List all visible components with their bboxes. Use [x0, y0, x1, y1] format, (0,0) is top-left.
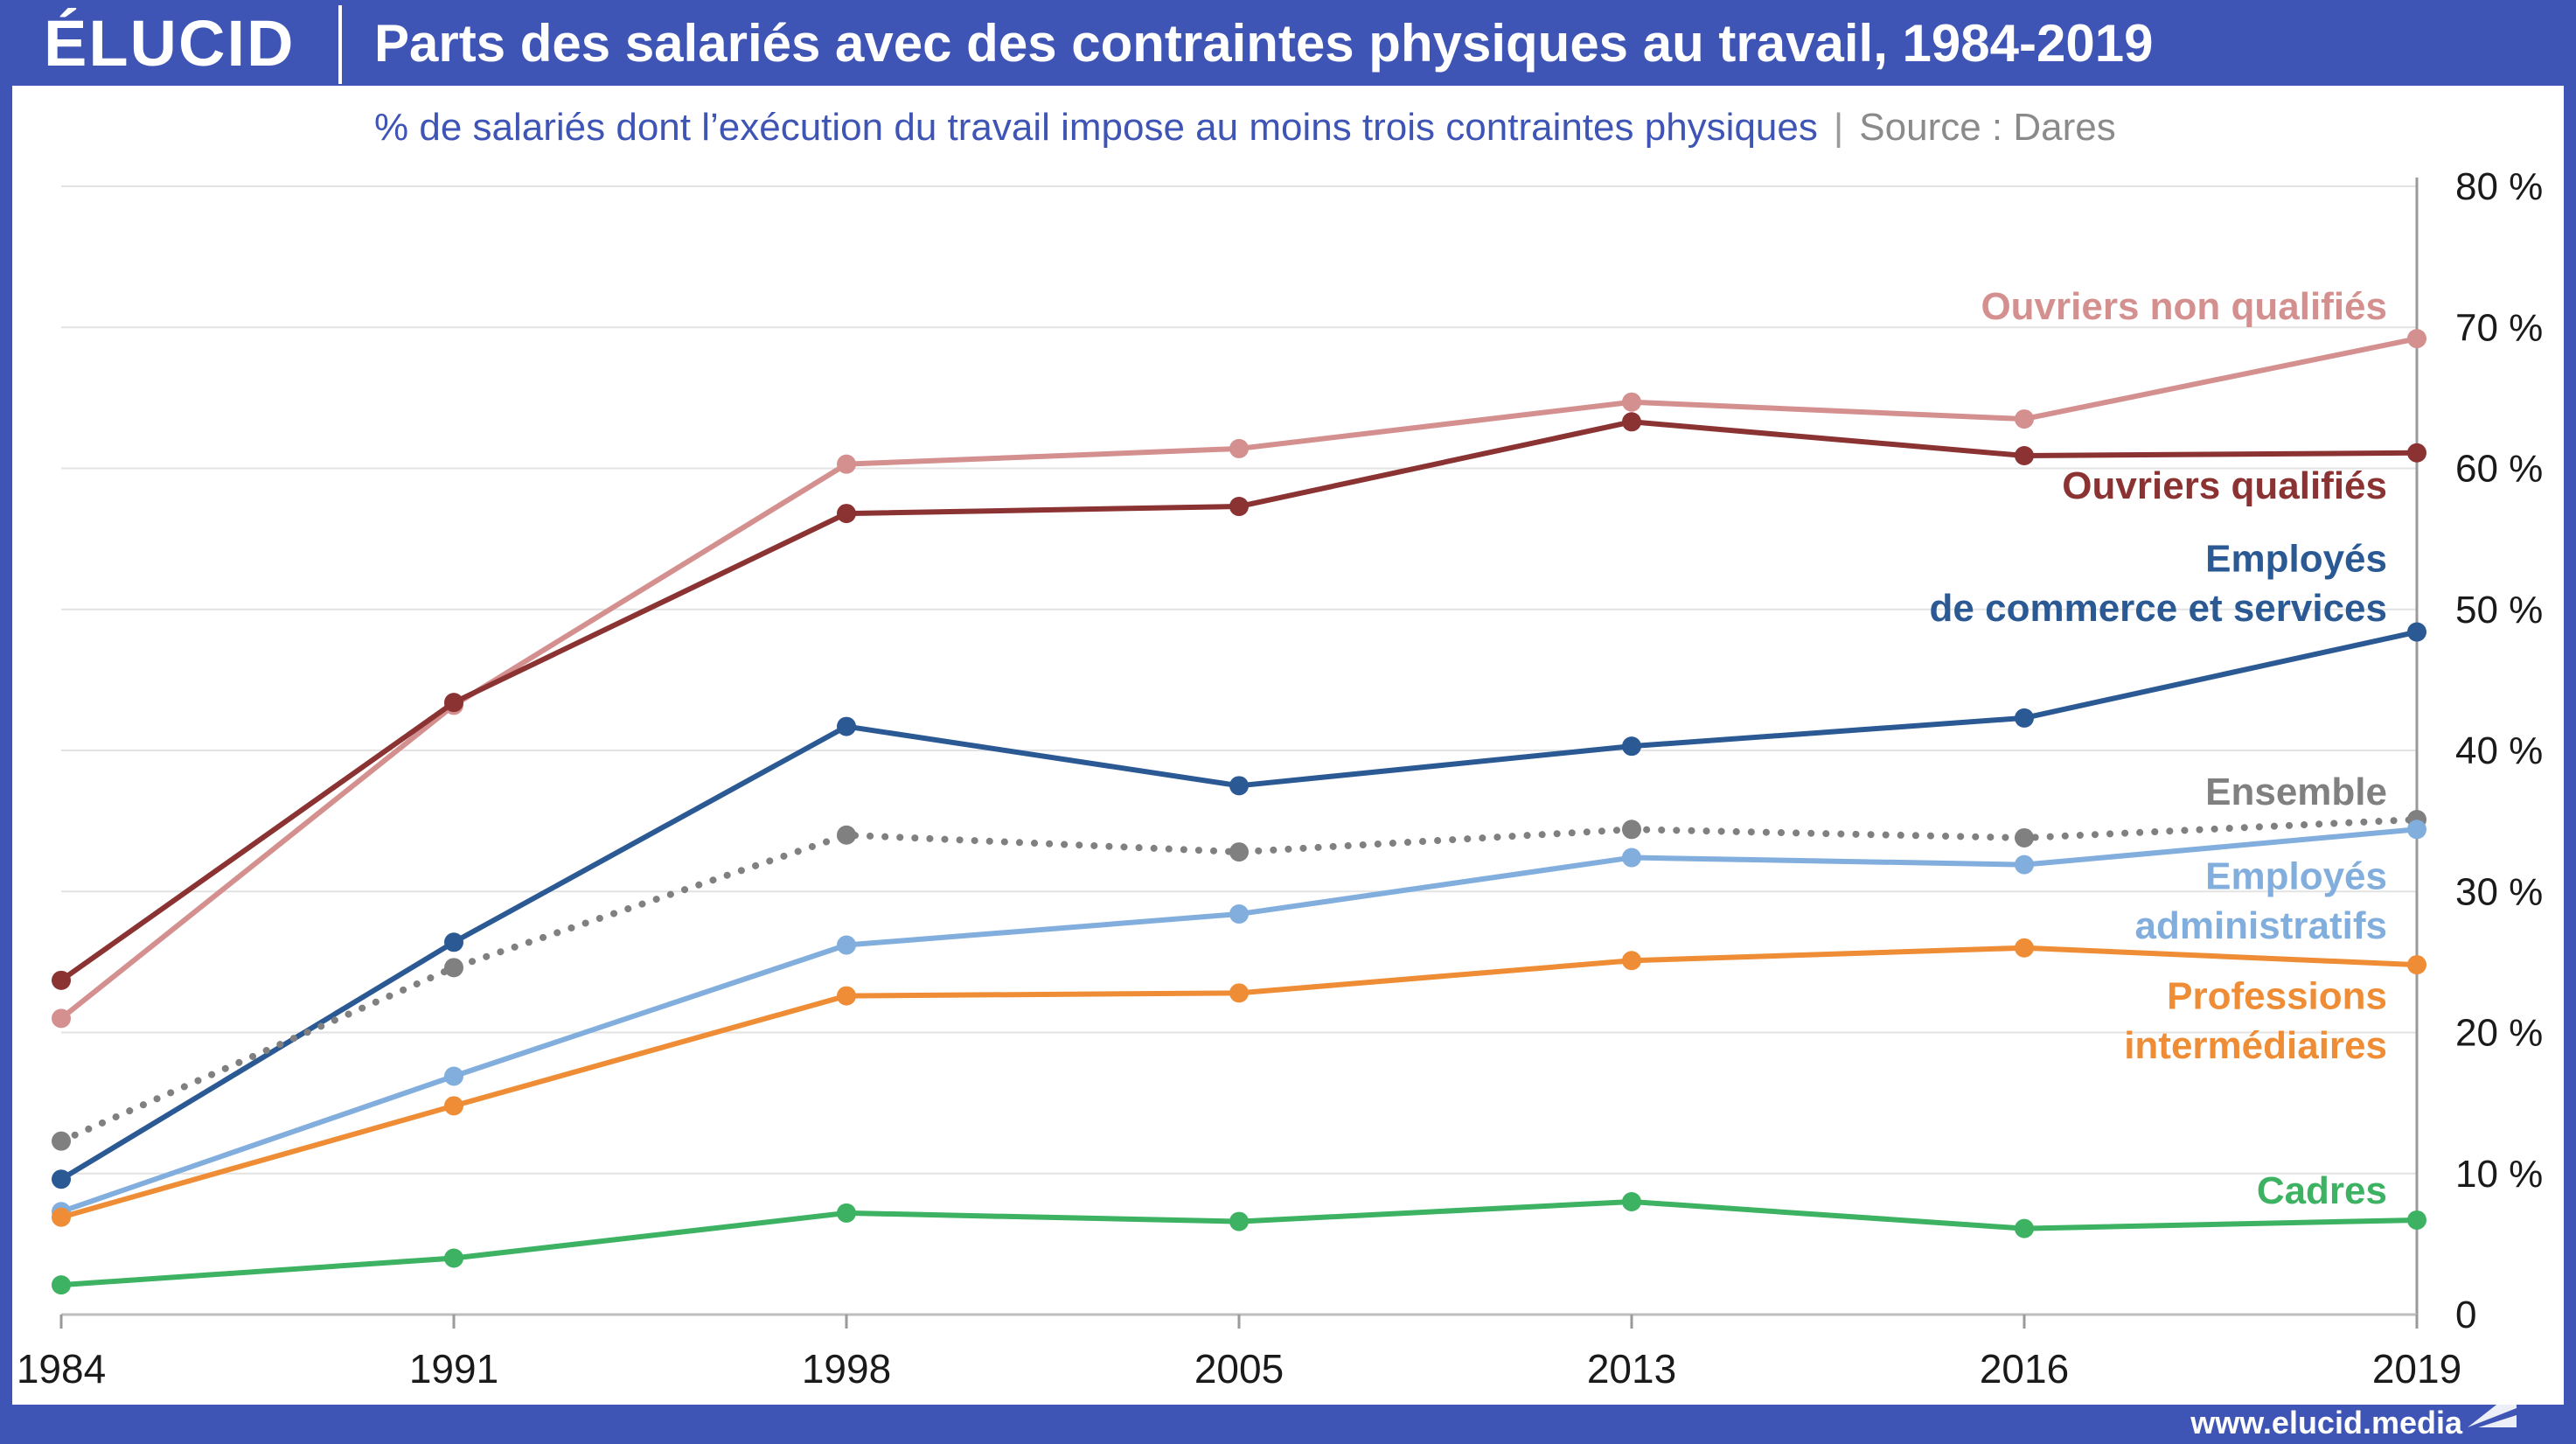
data-point [2407, 329, 2426, 349]
grid-lines [61, 185, 2417, 1175]
series-label: Cadres [2257, 1169, 2387, 1212]
data-point [2015, 827, 2034, 848]
x-tick-label: 2016 [1980, 1346, 2069, 1392]
data-point [2015, 855, 2034, 875]
elucid-logo[interactable]: ÉLUCID [44, 7, 296, 80]
data-point [837, 504, 856, 524]
data-point [1229, 983, 1249, 1003]
axes: 0 10 % 20 % 30 % 40 % 50 % 60 % 70 % 80 % 1984 199… [17, 165, 2543, 1392]
data-point [837, 825, 856, 845]
data-point [1622, 848, 1641, 868]
series-label: administratifs [2134, 904, 2387, 947]
y-tick-label: 30 % [2455, 870, 2543, 913]
data-point [1622, 1192, 1641, 1211]
data-point [1229, 776, 1249, 796]
subtitle-separator: | [1833, 106, 1844, 149]
x-tick-label: 2013 [1587, 1346, 1676, 1392]
data-point [52, 1169, 71, 1189]
series-label: Employés [2205, 855, 2387, 898]
data-point [2015, 409, 2034, 429]
series-2 [52, 622, 2426, 1189]
source-text: Source : Dares [1859, 106, 2116, 149]
header-divider [338, 5, 342, 84]
chart-subtitle: % de salariés dont l’exécution du travai… [374, 101, 2116, 154]
data-point [1229, 842, 1249, 862]
data-point [52, 1131, 71, 1151]
series-5 [52, 938, 2426, 1227]
series-label: Ensemble [2205, 771, 2387, 813]
data-point [837, 1203, 856, 1223]
y-tick-label: 60 % [2455, 448, 2543, 491]
y-tick-label: 20 % [2455, 1012, 2543, 1055]
series-line [58, 816, 2420, 1145]
series-labels: Ouvriers non qualifiés Ouvriers qualifiés… [1930, 285, 2387, 1212]
y-tick-label: 50 % [2455, 589, 2543, 631]
y-tick-label: 70 % [2455, 306, 2543, 349]
data-point [444, 932, 463, 952]
series-6 [52, 1192, 2426, 1295]
data-point [1229, 438, 1249, 458]
data-point [1622, 820, 1641, 840]
series-label: Ouvriers non qualifiés [1981, 285, 2387, 328]
y-tick-label: 0 [2455, 1294, 2476, 1336]
data-point [52, 1275, 71, 1295]
data-point [2407, 622, 2426, 642]
data-point [1622, 736, 1641, 757]
data-point [2407, 820, 2426, 840]
series-label: Professions [2167, 975, 2387, 1018]
page-title: Parts des salariés avec des contraintes … [374, 14, 2154, 73]
data-point [1229, 1211, 1249, 1231]
data-point [837, 454, 856, 474]
data-point [52, 1008, 71, 1029]
series-4 [52, 820, 2426, 1222]
data-point [1622, 412, 1641, 432]
data-point [837, 986, 856, 1006]
data-point [444, 693, 463, 713]
x-tick-label: 2005 [1194, 1346, 1284, 1392]
y-tick-label: 10 % [2455, 1153, 2543, 1196]
data-point [837, 935, 856, 955]
x-tick-label: 1991 [409, 1346, 498, 1392]
chart-panel [12, 86, 2564, 1405]
data-point [444, 1066, 463, 1086]
series-label: intermédiaires [2124, 1024, 2387, 1067]
data-point [2407, 443, 2426, 463]
data-point [444, 1096, 463, 1116]
x-tick-label: 1998 [802, 1346, 891, 1392]
x-tick-label: 1984 [17, 1346, 106, 1392]
data-point [1229, 497, 1249, 517]
data-point [2015, 445, 2034, 465]
data-point [1622, 392, 1641, 412]
series-line [60, 827, 2418, 1215]
subtitle-text: % de salariés dont l’exécution du travai… [374, 106, 1818, 149]
data-point [444, 958, 463, 978]
series-1 [52, 412, 2426, 990]
series-label: Ouvriers qualifiés [2062, 464, 2387, 507]
data-point [1622, 951, 1641, 971]
footer-url[interactable]: www.elucid.media [2190, 1405, 2462, 1441]
series-3 [52, 810, 2426, 1151]
data-point [1229, 904, 1249, 924]
x-tick-label: 2019 [2372, 1346, 2461, 1392]
elucid-mark-icon [2468, 1389, 2517, 1431]
data-point [2015, 1218, 2034, 1238]
series-group [52, 329, 2426, 1295]
series-label: de commerce et services [1930, 587, 2387, 630]
data-point [52, 1207, 71, 1227]
data-point [2015, 938, 2034, 958]
y-tick-label: 80 % [2455, 165, 2543, 208]
data-point [2015, 708, 2034, 728]
data-point [444, 1248, 463, 1268]
series-label: Employés [2205, 538, 2387, 581]
data-point [52, 970, 71, 990]
y-tick-label: 40 % [2455, 729, 2543, 772]
data-point [2407, 955, 2426, 975]
header-bar: ÉLUCID Parts des salariés avec des contr… [0, 0, 2576, 86]
data-point [2407, 1210, 2426, 1230]
data-point [837, 716, 856, 736]
